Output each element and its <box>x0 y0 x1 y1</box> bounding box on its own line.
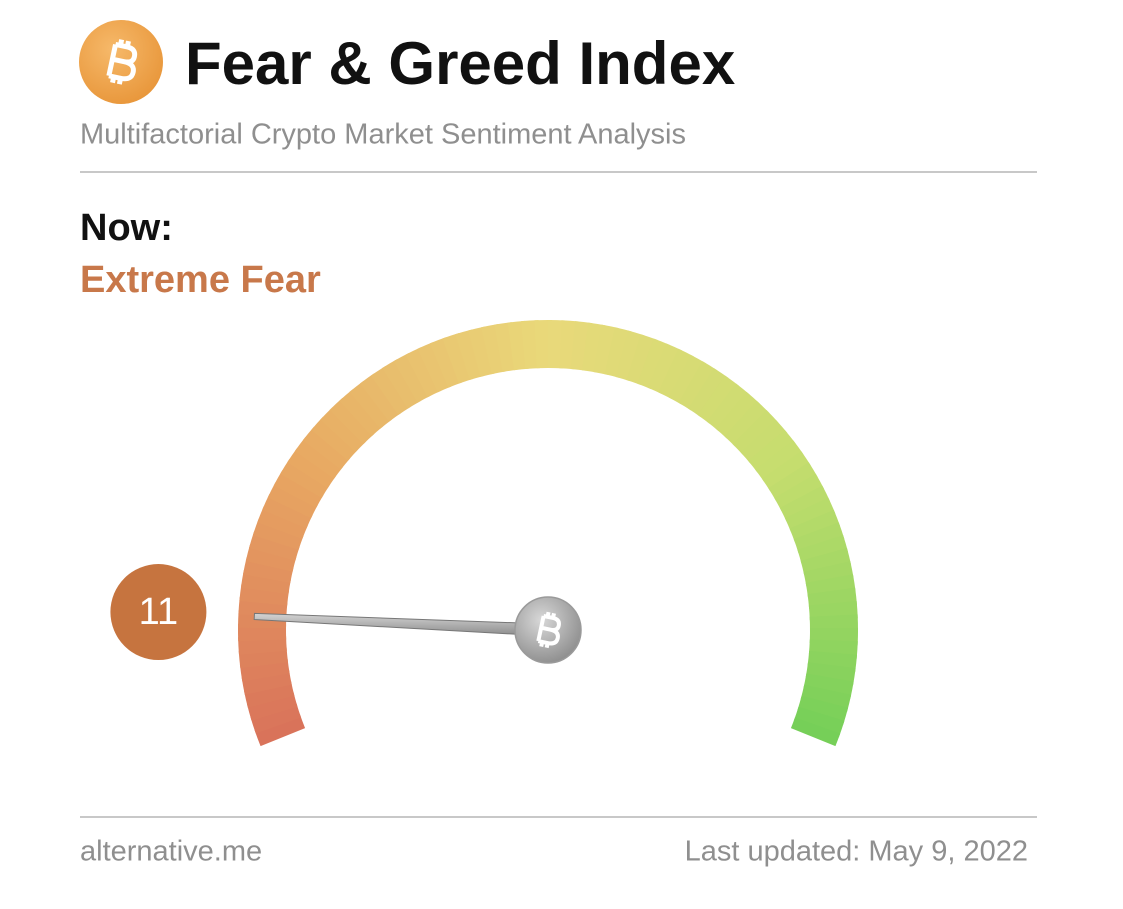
value-label: 11 <box>139 591 178 633</box>
gauge-arc <box>243 557 294 583</box>
gauge-arc <box>311 416 358 461</box>
gauge-arc <box>252 518 304 550</box>
gauge-arc <box>809 614 859 632</box>
gauge-arc <box>789 509 841 543</box>
gauge-arc <box>329 398 375 445</box>
gauge-arc <box>800 684 852 712</box>
gauge-arc <box>237 623 287 642</box>
title: Fear & Greed Index <box>185 30 735 97</box>
gauge-arc <box>280 458 330 498</box>
gauge-arc <box>761 451 811 492</box>
gauge-arc <box>755 440 804 482</box>
gauge-arc <box>797 535 849 565</box>
gauge-arc <box>658 348 695 399</box>
gauge-arc <box>637 338 670 390</box>
gauge-arc <box>320 407 366 453</box>
gauge-arc <box>615 330 645 382</box>
needle <box>253 612 549 637</box>
gauge-arc <box>715 391 760 439</box>
gauge-arc <box>468 326 495 377</box>
gauge-arc <box>779 485 830 522</box>
gauge-arc <box>244 681 295 708</box>
gauge-arc <box>800 548 852 576</box>
gauge-arc <box>405 347 441 398</box>
gauge-arc <box>793 706 845 738</box>
gauge-arc <box>784 497 836 532</box>
gauge-arc <box>604 327 632 378</box>
gauge-arc <box>287 447 337 489</box>
gauge-arc <box>273 470 324 508</box>
gauge-arc <box>250 703 302 734</box>
hub-icon-glyph <box>536 611 561 649</box>
gauge-arc <box>257 506 308 540</box>
gauge-arc <box>668 354 706 405</box>
source: alternative.me <box>80 836 262 868</box>
gauge-arc <box>724 400 770 447</box>
gauge-arc <box>393 352 431 403</box>
value-bubble <box>110 564 207 661</box>
gauge-arc <box>768 462 818 501</box>
subtitle: Multifactorial Crypto Market Sentiment A… <box>80 119 686 151</box>
gauge-arc <box>382 359 421 409</box>
gauge-arc <box>534 320 553 369</box>
gauge-arc <box>740 419 788 464</box>
now-label: Now: <box>80 207 173 249</box>
last-updated: Last updated: May 9, 2022 <box>685 836 1028 868</box>
gauge-arc <box>774 473 825 511</box>
gauge-arc <box>429 337 462 388</box>
hub-icon <box>536 611 561 649</box>
logo <box>79 20 163 104</box>
gauge-arc <box>267 481 318 519</box>
gauge-arc <box>797 695 849 725</box>
gauge-arc <box>349 381 392 429</box>
gauge-arc <box>706 383 750 431</box>
gauge-arc <box>790 717 841 747</box>
gauge-arc <box>442 333 473 384</box>
gauge-arc <box>582 322 606 373</box>
gauge-arc <box>455 329 484 381</box>
gauge-arc <box>360 373 402 422</box>
gauge-arc <box>793 522 845 554</box>
gauge-arc <box>678 361 718 411</box>
gauge-arc <box>803 673 854 699</box>
gauge-arc <box>732 410 779 455</box>
gauge-arc <box>245 544 297 572</box>
gauge-arc <box>240 570 291 595</box>
gauge-arc <box>688 368 729 417</box>
gauge-arc <box>339 389 383 437</box>
gauge-arc <box>254 714 306 747</box>
gauge-arc <box>246 692 298 721</box>
gauge-arc <box>262 493 313 529</box>
gauge-arc <box>417 341 452 393</box>
gauge-arc <box>805 662 856 686</box>
gauge-arc <box>294 437 343 479</box>
gauge-arc <box>626 334 658 385</box>
gauge: 11 <box>110 320 859 747</box>
gauge-arc <box>748 429 796 473</box>
gauge-arc <box>647 343 683 394</box>
classification: Extreme Fear <box>80 259 321 301</box>
gauge-arc <box>593 324 619 375</box>
gauge-arc <box>697 375 740 424</box>
gauge-arc <box>370 365 411 415</box>
gauge-arc <box>302 426 351 470</box>
gauge-arc <box>249 531 300 561</box>
